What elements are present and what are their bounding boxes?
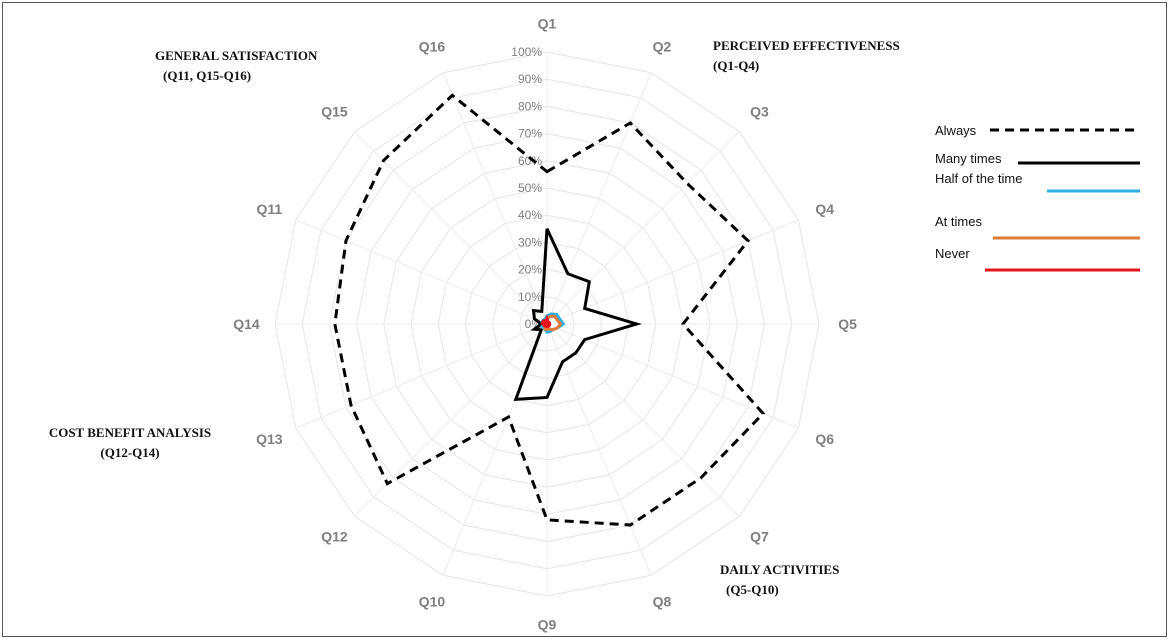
grid-spoke: [354, 323, 548, 517]
tick-label: 70%: [518, 127, 542, 141]
tick-label: 100%: [511, 45, 542, 59]
group-label-line2: (Q11, Q15-Q16): [163, 68, 251, 83]
tick-label: 10%: [518, 290, 542, 304]
radial-tick-labels: 0%10%20%30%40%50%60%70%80%90%100%: [511, 45, 542, 331]
grid-spoke: [546, 72, 652, 325]
group-label-line2: (Q12-Q14): [100, 445, 159, 460]
group-label-line1: COST BENEFIT ANALYSIS: [49, 425, 211, 440]
axis-label: Q1: [538, 15, 557, 31]
legend-entry-label: Never: [935, 246, 970, 261]
grid-spoke: [546, 323, 652, 576]
grid-spoke: [295, 219, 548, 325]
series-layer: [333, 93, 766, 527]
tick-label: 30%: [518, 235, 542, 249]
tick-label: 60%: [518, 154, 542, 168]
grid-spoke: [546, 219, 799, 325]
axis-label: Q11: [256, 201, 282, 217]
legend-entry-label: Many times: [935, 151, 1002, 166]
axis-label: Q8: [653, 594, 672, 610]
legend: Always Many times Half of the time At times…: [935, 123, 1140, 272]
series-line: [333, 93, 766, 527]
axis-label: Q15: [321, 103, 348, 119]
group-label-line1: DAILY ACTIVITIES: [720, 562, 839, 577]
axis-label: Q12: [321, 529, 348, 545]
axis-label: Q2: [653, 38, 672, 54]
group-label-line2: (Q1-Q4): [713, 58, 759, 73]
axis-label: Q5: [838, 316, 857, 332]
group-label-line1: PERCEIVED EFFECTIVENESS: [713, 38, 900, 53]
axis-label: Q9: [538, 617, 557, 633]
series-line: [513, 228, 642, 402]
tick-label: 50%: [518, 181, 542, 195]
axis-labels: Q1 Q2 Q3 Q4 Q5 Q6 Q7 Q8 Q9 Q10 Q12 Q13 Q14 Q11 Q15 Q16: [233, 15, 857, 632]
axis-label: Q14: [233, 316, 260, 332]
grid-spoke: [546, 323, 740, 517]
legend-entry-label: At times: [935, 214, 982, 229]
grid-spoke: [546, 131, 740, 325]
group-label-line2: (Q5-Q10): [726, 582, 779, 597]
axis-label: Q16: [419, 38, 446, 54]
grid-spoke: [442, 323, 548, 576]
group-label-daily-activities: DAILY ACTIVITIES (Q5-Q10): [720, 562, 839, 597]
axis-label: Q13: [256, 431, 283, 447]
axis-label: Q6: [815, 431, 834, 447]
axis-label: Q4: [815, 201, 834, 217]
radar-grid: [274, 51, 820, 597]
grid-spoke: [546, 323, 799, 429]
group-label-line1: GENERAL SATISFACTION: [155, 48, 318, 63]
grid-spoke: [442, 72, 548, 325]
series-point: [541, 319, 549, 327]
legend-entry-label: Half of the time: [935, 171, 1022, 186]
tick-label: 20%: [518, 263, 542, 277]
group-label-cost-benefit-analysis: COST BENEFIT ANALYSIS (Q12-Q14): [49, 425, 211, 460]
grid-spoke: [295, 323, 548, 429]
tick-label: 90%: [518, 72, 542, 86]
group-label-perceived-effectiveness: PERCEIVED EFFECTIVENESS (Q1-Q4): [713, 38, 900, 73]
grid-spoke: [354, 131, 548, 325]
legend-entry-label: Always: [935, 123, 977, 138]
tick-label: 80%: [518, 99, 542, 113]
axis-label: Q7: [750, 529, 769, 545]
axis-label: Q3: [750, 103, 769, 119]
tick-label: 40%: [518, 208, 542, 222]
axis-label: Q10: [419, 594, 446, 610]
group-label-general-satisfaction: GENERAL SATISFACTION (Q11, Q15-Q16): [155, 48, 318, 83]
